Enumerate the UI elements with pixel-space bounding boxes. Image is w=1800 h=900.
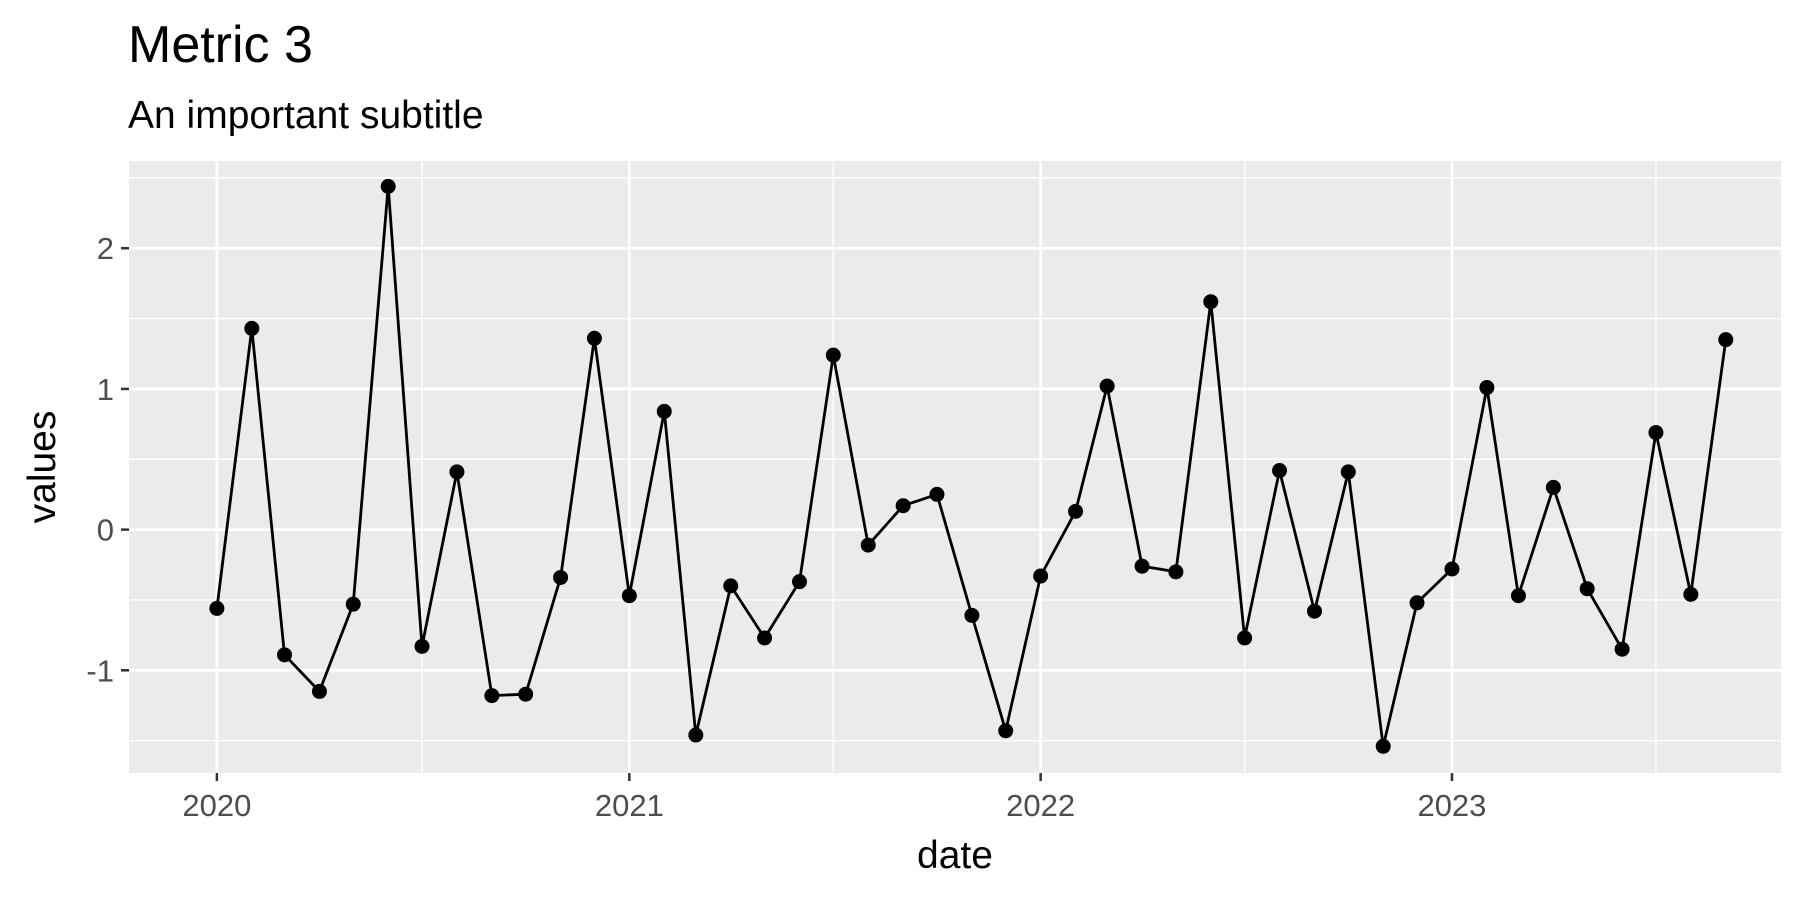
x-tick-label: 2021 (595, 788, 664, 823)
data-point (1579, 581, 1595, 597)
y-tick-label: 1 (97, 372, 114, 407)
data-point (1099, 378, 1115, 394)
y-tick-label: 2 (97, 231, 114, 266)
data-point (621, 588, 637, 604)
data-point (860, 537, 876, 553)
data-point (757, 630, 773, 646)
data-point (1340, 464, 1356, 480)
data-point (656, 403, 672, 419)
data-point (1168, 564, 1184, 580)
data-point (1479, 380, 1495, 396)
data-point (518, 686, 534, 702)
data-point (998, 723, 1014, 739)
data-point (209, 600, 225, 616)
chart-subtitle: An important subtitle (128, 94, 484, 137)
x-tick-label: 2020 (182, 788, 251, 823)
data-point (1033, 568, 1049, 584)
data-point (449, 464, 465, 480)
y-axis-title: values (21, 411, 64, 524)
plot-panel (129, 161, 1781, 773)
data-point (964, 607, 980, 623)
data-point (553, 569, 569, 585)
data-point (345, 596, 361, 612)
data-point (586, 330, 602, 346)
data-point (244, 320, 260, 336)
data-point (929, 486, 945, 502)
data-point (1718, 332, 1734, 348)
data-point (311, 683, 327, 699)
data-point (688, 727, 704, 743)
series-points-group (209, 178, 1734, 754)
data-point (825, 347, 841, 363)
data-point (723, 578, 739, 594)
chart-title: Metric 3 (128, 16, 313, 74)
x-axis: 2020 2021 2022 2023 (182, 773, 1486, 823)
data-point (1272, 463, 1288, 479)
data-point (484, 688, 500, 704)
data-point (277, 647, 293, 663)
x-tick-label: 2023 (1417, 788, 1486, 823)
data-point (791, 574, 807, 590)
data-point (1683, 586, 1699, 602)
data-point (1306, 603, 1322, 619)
y-tick-label: 0 (97, 513, 114, 548)
data-point (1237, 630, 1253, 646)
data-point (1614, 641, 1630, 657)
x-axis-title: date (917, 834, 993, 877)
data-point (1648, 425, 1664, 441)
data-point (895, 498, 911, 514)
data-point (1409, 595, 1425, 611)
minor-gridlines (129, 161, 1781, 773)
data-point (414, 638, 430, 654)
data-point (1510, 588, 1526, 604)
data-point (380, 178, 396, 194)
y-axis: -1 0 1 2 (86, 231, 129, 688)
y-tick-label: -1 (86, 653, 114, 688)
data-point (1134, 558, 1150, 574)
data-point (1203, 294, 1219, 310)
data-point (1444, 561, 1460, 577)
x-tick-label: 2022 (1006, 788, 1075, 823)
data-point (1375, 738, 1391, 754)
data-point (1068, 503, 1084, 519)
data-point (1545, 479, 1561, 495)
